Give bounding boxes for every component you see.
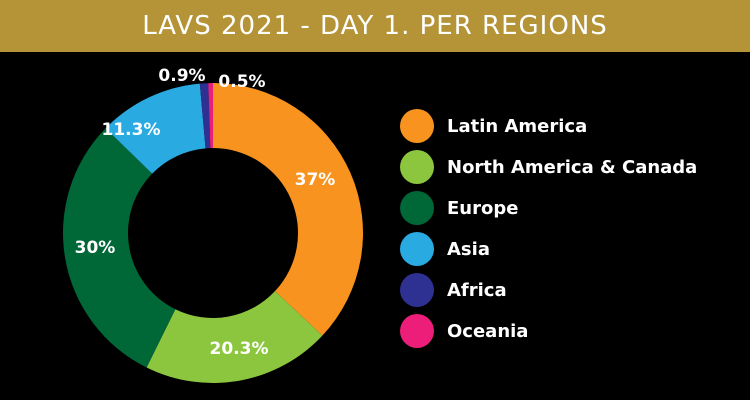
data-label-north-america-canada: 20.3% — [210, 339, 269, 359]
legend-label-asia: Asia — [447, 238, 490, 260]
data-label-latin-america: 37% — [295, 170, 336, 190]
legend-label-oceania: Oceania — [447, 320, 529, 342]
legend-item-north-america-canada: North America & Canada — [400, 149, 697, 185]
donut-slice-latin-america — [213, 83, 363, 336]
legend-swatch-north-america-canada — [400, 150, 434, 184]
donut-slice-africa — [199, 83, 211, 149]
data-label-oceania: 0.5% — [218, 72, 265, 92]
legend-swatch-latin-america — [400, 109, 434, 143]
legend-item-asia: Asia — [400, 231, 697, 267]
legend-label-europe: Europe — [447, 197, 519, 219]
legend-label-africa: Africa — [447, 279, 507, 301]
legend-item-oceania: Oceania — [400, 313, 697, 349]
legend-label-north-america-canada: North America & Canada — [447, 156, 698, 178]
chart-legend: Latin America North America & Canada Europ… — [400, 108, 697, 354]
legend-item-latin-america: Latin America — [400, 108, 697, 144]
legend-item-africa: Africa — [400, 272, 697, 308]
chart-title: LAVS 2021 - DAY 1. PER REGIONS — [142, 11, 608, 41]
legend-swatch-oceania — [400, 314, 434, 348]
donut-slice-asia — [105, 83, 206, 174]
legend-label-latin-america: Latin America — [447, 115, 588, 137]
data-label-africa: 0.9% — [158, 66, 205, 86]
donut-slice-north-america-canada — [146, 291, 323, 384]
legend-swatch-asia — [400, 232, 434, 266]
chart-header: LAVS 2021 - DAY 1. PER REGIONS — [0, 0, 750, 52]
donut-slice-europe — [62, 128, 176, 368]
donut-slice-oceania — [208, 83, 213, 149]
data-label-europe: 30% — [75, 238, 116, 258]
legend-item-europe: Europe — [400, 190, 697, 226]
legend-swatch-europe — [400, 191, 434, 225]
donut-chart: 37% 20.3% 30% 11.3% 0.9% 0.5% — [62, 66, 363, 384]
data-label-asia: 11.3% — [102, 120, 161, 140]
legend-swatch-africa — [400, 273, 434, 307]
